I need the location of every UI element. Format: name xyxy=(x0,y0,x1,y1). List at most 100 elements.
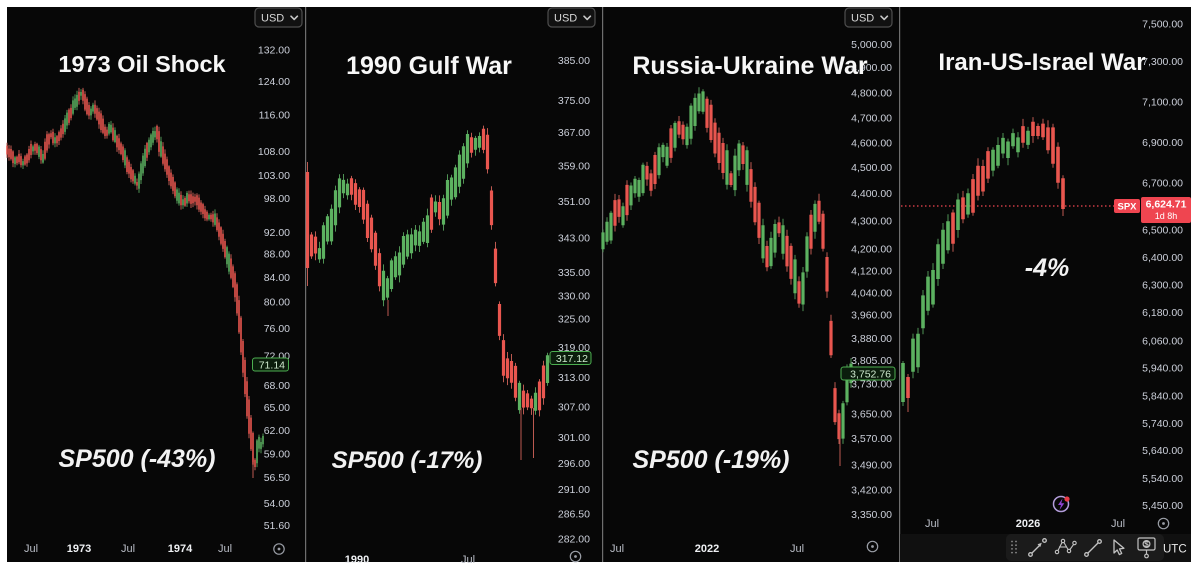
svg-text:SPX: SPX xyxy=(1117,202,1137,213)
svg-text:4,800.00: 4,800.00 xyxy=(851,88,892,100)
svg-text:307.00: 307.00 xyxy=(558,402,590,414)
svg-text:286.50: 286.50 xyxy=(558,509,590,521)
svg-text:108.00: 108.00 xyxy=(258,146,290,158)
svg-text:317.12: 317.12 xyxy=(556,353,588,365)
svg-text:Jul: Jul xyxy=(1111,518,1125,530)
svg-text:6,300.00: 6,300.00 xyxy=(1142,280,1183,292)
svg-text:3,730.00: 3,730.00 xyxy=(851,379,892,391)
svg-text:335.00: 335.00 xyxy=(558,267,590,279)
svg-text:-4%: -4% xyxy=(1025,254,1069,282)
svg-text:68.00: 68.00 xyxy=(264,380,290,392)
svg-text:59.00: 59.00 xyxy=(264,449,290,461)
svg-text:Jul: Jul xyxy=(610,543,624,555)
svg-text:351.00: 351.00 xyxy=(558,196,590,208)
svg-text:6,500.00: 6,500.00 xyxy=(1142,225,1183,237)
svg-text:7,300.00: 7,300.00 xyxy=(1142,56,1183,68)
svg-text:4,500.00: 4,500.00 xyxy=(851,162,892,174)
svg-text:3,570.00: 3,570.00 xyxy=(851,433,892,445)
svg-text:5,740.00: 5,740.00 xyxy=(1142,418,1183,430)
svg-text:4,040.00: 4,040.00 xyxy=(851,288,892,300)
svg-text:UTC: UTC xyxy=(1163,544,1187,556)
svg-text:Russia-Ukraine War: Russia-Ukraine War xyxy=(632,52,868,80)
svg-text:6,624.71: 6,624.71 xyxy=(1146,199,1187,211)
svg-text:3,880.00: 3,880.00 xyxy=(851,333,892,345)
svg-text:54.00: 54.00 xyxy=(264,498,290,510)
svg-text:6,700.00: 6,700.00 xyxy=(1142,178,1183,190)
svg-text:4,700.00: 4,700.00 xyxy=(851,113,892,125)
svg-text:5,640.00: 5,640.00 xyxy=(1142,445,1183,457)
svg-text:4,300.00: 4,300.00 xyxy=(851,216,892,228)
svg-text:1974: 1974 xyxy=(168,543,193,555)
svg-text:3,960.00: 3,960.00 xyxy=(851,310,892,322)
svg-text:375.00: 375.00 xyxy=(558,95,590,107)
svg-text:USD: USD xyxy=(554,13,577,25)
svg-text:291.00: 291.00 xyxy=(558,484,590,496)
svg-text:SP500 (-43%): SP500 (-43%) xyxy=(58,445,215,473)
svg-text:92.00: 92.00 xyxy=(264,227,290,239)
svg-text:325.00: 325.00 xyxy=(558,314,590,326)
svg-text:USD: USD xyxy=(851,13,874,25)
svg-text:Jul: Jul xyxy=(461,554,475,566)
svg-text:84.00: 84.00 xyxy=(264,272,290,284)
svg-text:1990 Gulf War: 1990 Gulf War xyxy=(346,52,512,80)
svg-text:88.00: 88.00 xyxy=(264,249,290,261)
svg-text:56.50: 56.50 xyxy=(264,472,290,484)
svg-text:65.00: 65.00 xyxy=(264,402,290,414)
svg-text:313.00: 313.00 xyxy=(558,372,590,384)
svg-text:3,752.76: 3,752.76 xyxy=(850,369,891,381)
svg-text:71.14: 71.14 xyxy=(259,360,285,372)
svg-text:5,000.00: 5,000.00 xyxy=(851,39,892,51)
svg-text:282.00: 282.00 xyxy=(558,534,590,546)
svg-text:SP500 (-17%): SP500 (-17%) xyxy=(332,447,483,474)
svg-text:98.00: 98.00 xyxy=(264,193,290,205)
svg-text:5,840.00: 5,840.00 xyxy=(1142,391,1183,403)
svg-text:4,120.00: 4,120.00 xyxy=(851,266,892,278)
svg-text:Iran-US-Israel War: Iran-US-Israel War xyxy=(938,49,1145,76)
svg-text:4,600.00: 4,600.00 xyxy=(851,138,892,150)
svg-text:Jul: Jul xyxy=(218,543,232,555)
svg-text:3,805.00: 3,805.00 xyxy=(851,355,892,367)
svg-text:5,940.00: 5,940.00 xyxy=(1142,363,1183,375)
svg-text:$: $ xyxy=(1144,540,1149,549)
svg-text:3,490.00: 3,490.00 xyxy=(851,460,892,472)
svg-text:76.00: 76.00 xyxy=(264,323,290,335)
svg-text:SP500 (-19%): SP500 (-19%) xyxy=(632,446,789,474)
svg-text:80.00: 80.00 xyxy=(264,297,290,309)
svg-text:Jul: Jul xyxy=(121,543,135,555)
svg-text:6,900.00: 6,900.00 xyxy=(1142,137,1183,149)
svg-text:367.00: 367.00 xyxy=(558,127,590,139)
svg-text:3,420.00: 3,420.00 xyxy=(851,485,892,497)
svg-text:385.00: 385.00 xyxy=(558,55,590,67)
svg-text:62.00: 62.00 xyxy=(264,425,290,437)
svg-text:7,500.00: 7,500.00 xyxy=(1142,19,1183,31)
svg-text:1973: 1973 xyxy=(67,543,91,555)
svg-text:132.00: 132.00 xyxy=(258,45,290,57)
svg-text:6,180.00: 6,180.00 xyxy=(1142,307,1183,319)
svg-text:1973 Oil Shock: 1973 Oil Shock xyxy=(58,51,226,77)
svg-text:3,350.00: 3,350.00 xyxy=(851,509,892,521)
svg-text:3,650.00: 3,650.00 xyxy=(851,409,892,421)
svg-text:7,100.00: 7,100.00 xyxy=(1142,97,1183,109)
svg-text:Jul: Jul xyxy=(24,543,38,555)
svg-text:296.00: 296.00 xyxy=(558,458,590,470)
svg-text:6,060.00: 6,060.00 xyxy=(1142,336,1183,348)
svg-text:301.00: 301.00 xyxy=(558,432,590,444)
svg-text:Jul: Jul xyxy=(925,518,939,530)
svg-text:359.00: 359.00 xyxy=(558,161,590,173)
svg-text:4,400.00: 4,400.00 xyxy=(851,188,892,200)
svg-text:1d 8h: 1d 8h xyxy=(1155,211,1178,221)
svg-text:103.00: 103.00 xyxy=(258,170,290,182)
svg-text:Jul: Jul xyxy=(790,543,804,555)
svg-text:4,900.00: 4,900.00 xyxy=(851,62,892,74)
svg-text:124.00: 124.00 xyxy=(258,76,290,88)
svg-text:343.00: 343.00 xyxy=(558,233,590,245)
svg-text:2022: 2022 xyxy=(695,543,719,555)
svg-text:2026: 2026 xyxy=(1016,518,1040,530)
svg-text:6,400.00: 6,400.00 xyxy=(1142,252,1183,264)
svg-text:1990: 1990 xyxy=(345,554,369,566)
svg-text:4,200.00: 4,200.00 xyxy=(851,244,892,256)
svg-text:51.60: 51.60 xyxy=(264,520,290,532)
svg-text:5,450.00: 5,450.00 xyxy=(1142,500,1183,512)
svg-text:5,540.00: 5,540.00 xyxy=(1142,473,1183,485)
svg-text:USD: USD xyxy=(261,13,284,25)
